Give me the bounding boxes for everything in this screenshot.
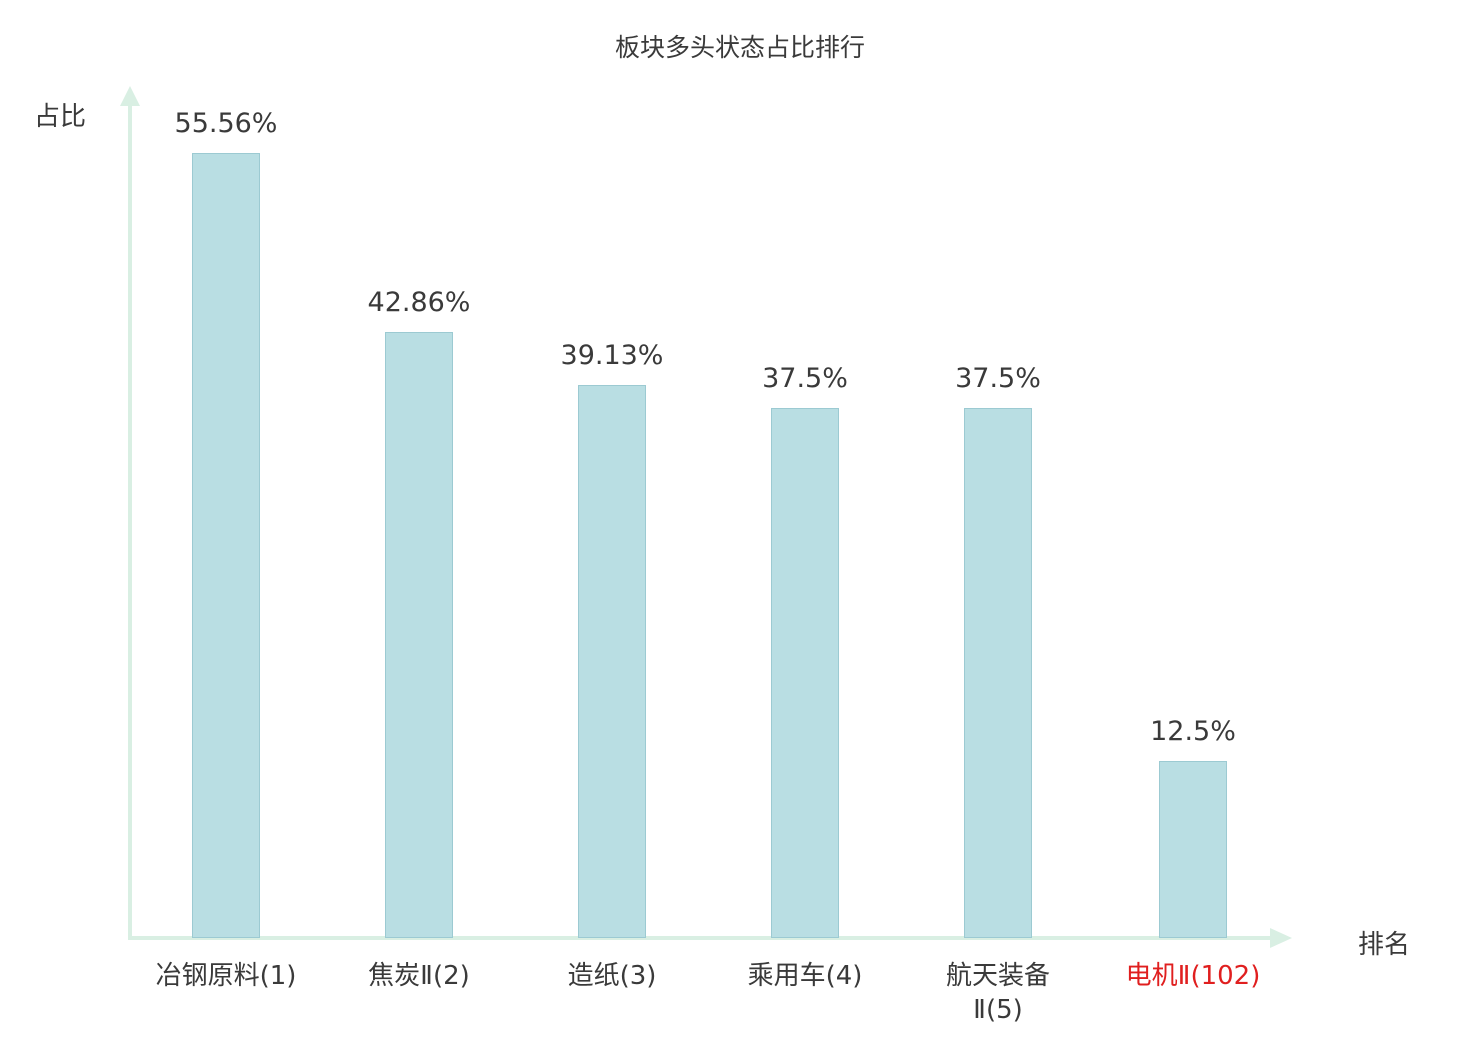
bar-value-label-2: 42.86% [367,287,471,318]
x-axis-label: 排名 [1358,930,1411,960]
x-axis-arrow-icon [1270,928,1292,948]
bar-value-label-3: 39.13% [560,340,664,371]
bar-6 [1159,761,1227,938]
bar-1 [192,153,260,938]
y-axis-label: 占比 [34,102,87,132]
bar-value-label-1: 55.56% [174,108,278,139]
category-label-6: 电机Ⅱ(102) [1125,961,1261,991]
bar-5 [964,408,1032,938]
bar-3 [578,385,646,938]
category-label-3: 造纸(3) [567,961,657,991]
category-label-2: 焦炭Ⅱ(2) [368,961,470,991]
bar-2 [385,332,453,938]
category-label-1: 冶钢原料(1) [155,961,297,991]
y-axis-arrow-icon [120,86,140,106]
bar-value-label-5: 37.5% [955,363,1041,394]
bar-value-label-4: 37.5% [762,363,848,394]
category-label-4: 乘用车(4) [747,961,863,991]
bar-4 [771,408,839,938]
category-label-5: 航天装备 Ⅱ(5) [945,961,1050,1025]
chart-title: 板块多头状态占比排行 [614,33,865,62]
bar-value-label-6: 12.5% [1150,716,1236,747]
